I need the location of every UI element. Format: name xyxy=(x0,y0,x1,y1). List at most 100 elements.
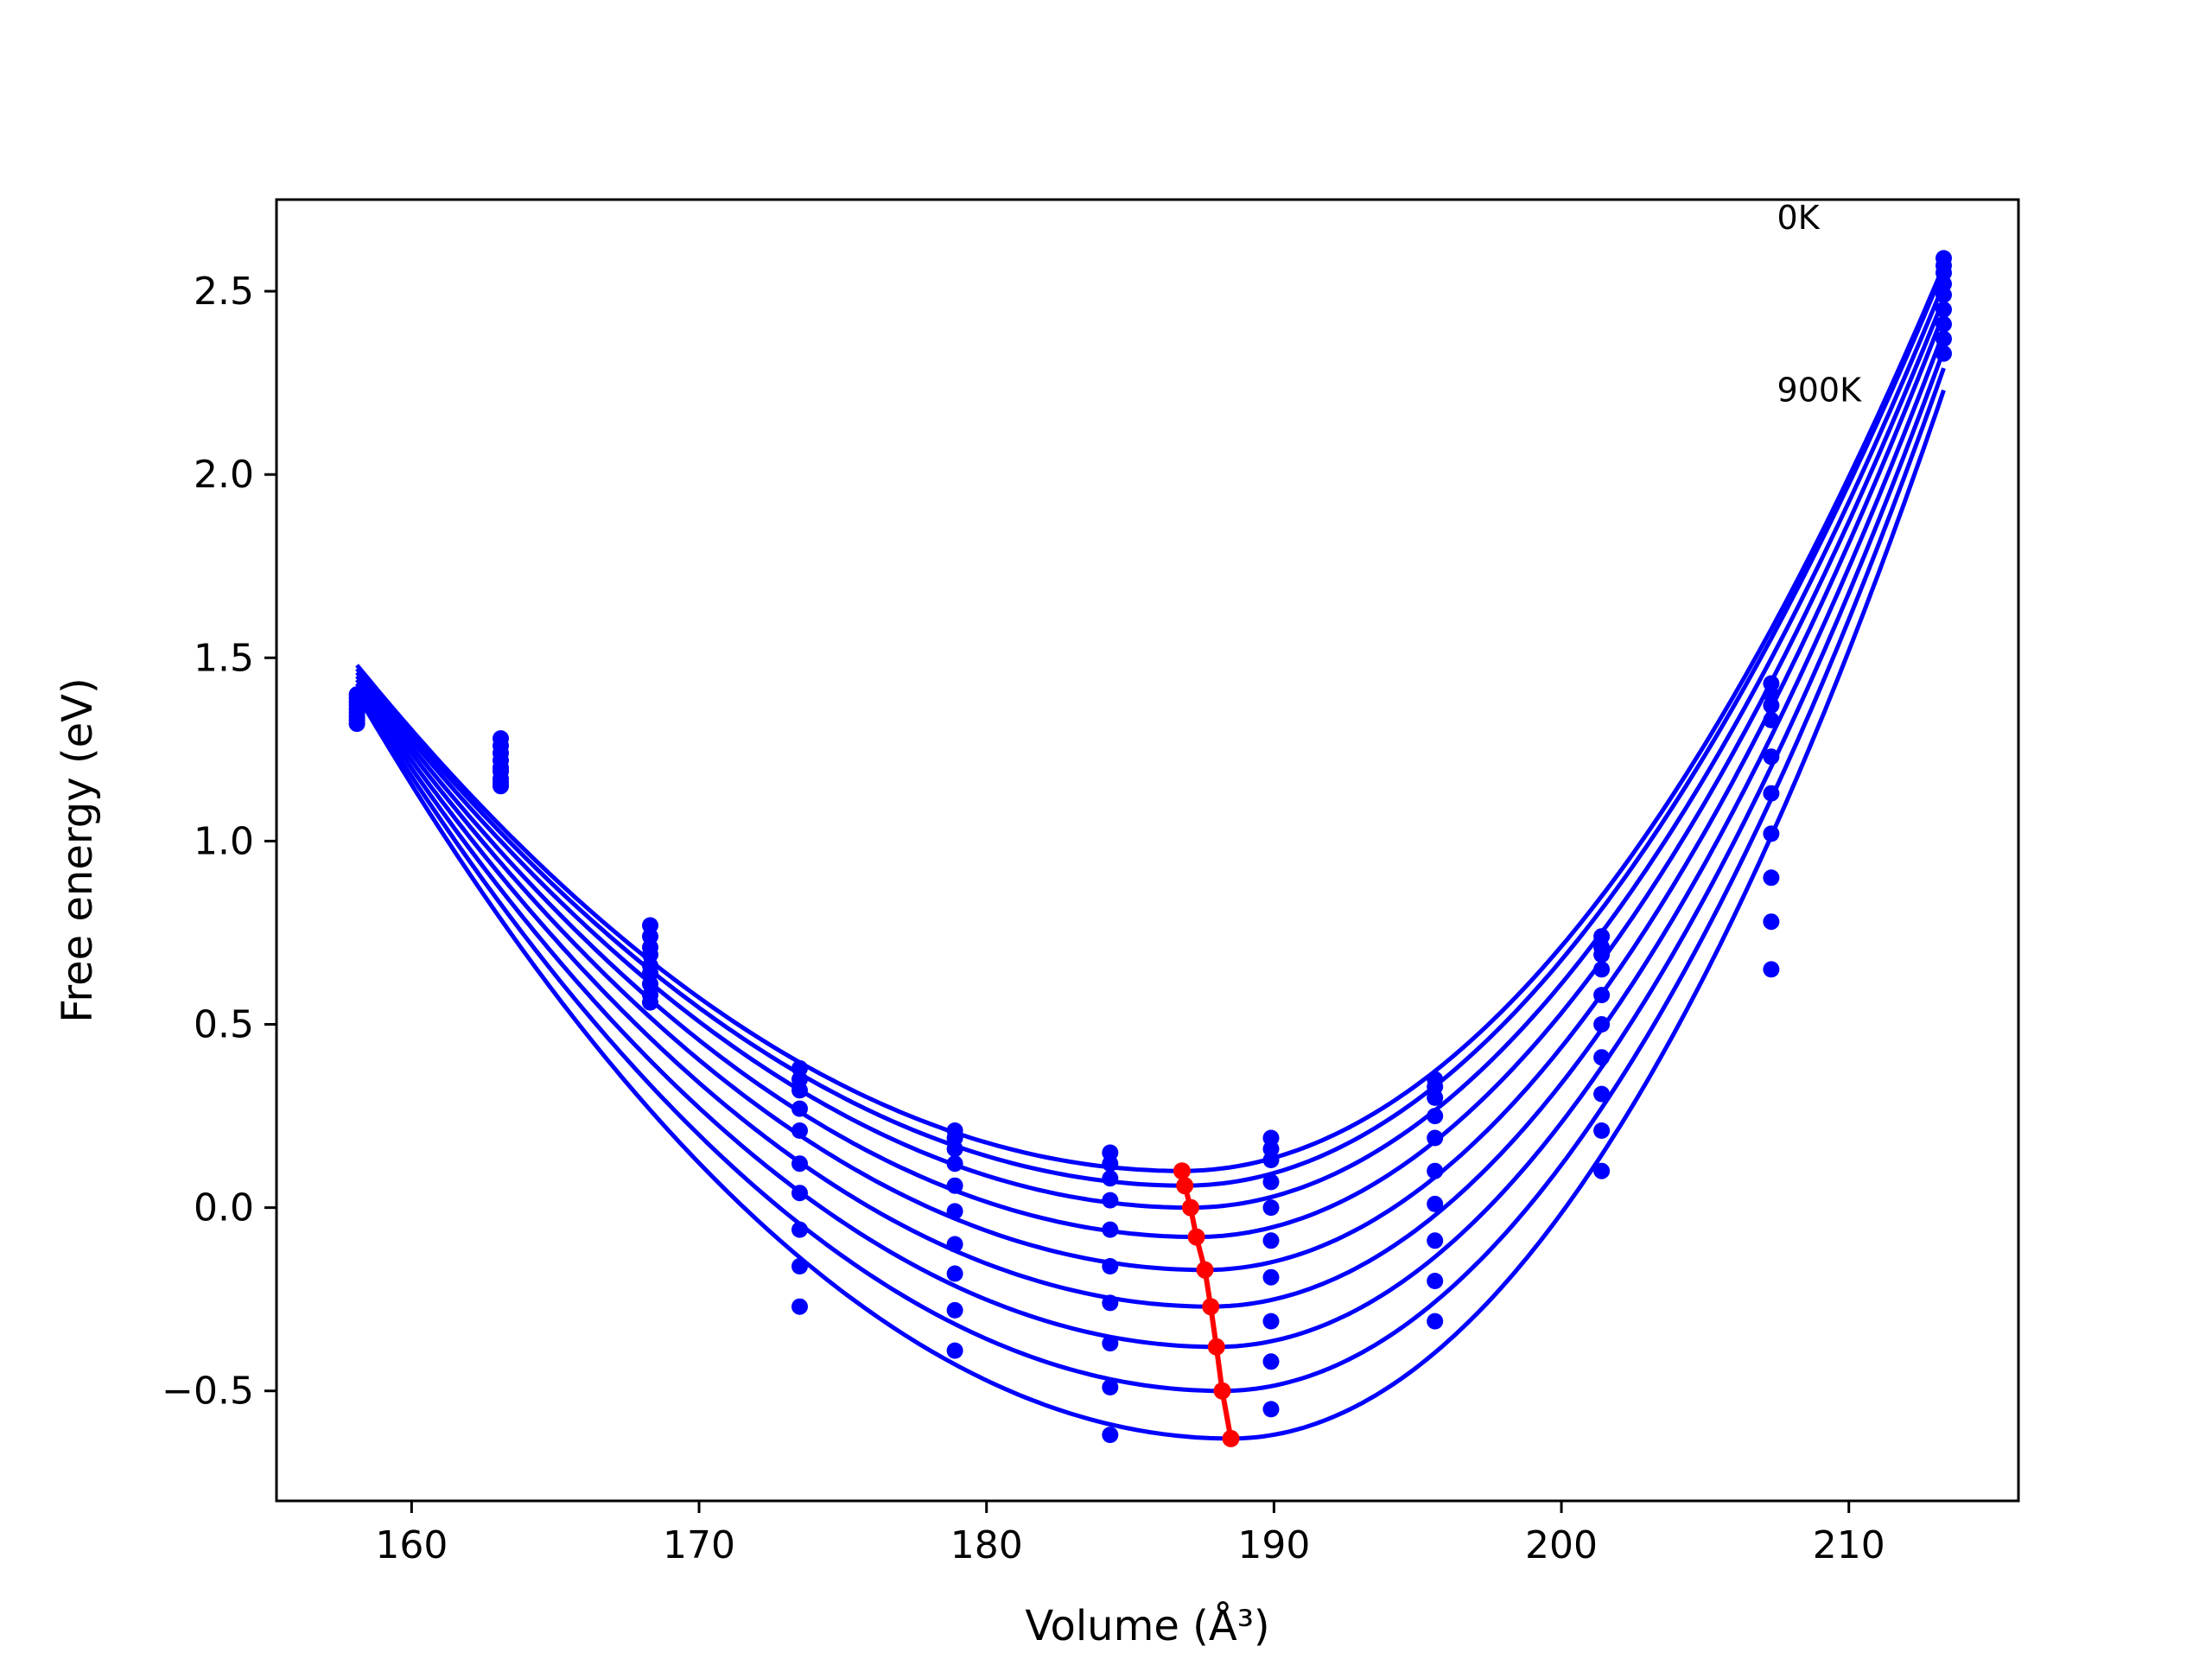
data-point-5-2 xyxy=(1102,1170,1119,1187)
data-point-3-9 xyxy=(791,1298,808,1315)
y-tick-label-4: 1.5 xyxy=(194,636,254,680)
data-point-7-2 xyxy=(1427,1089,1444,1106)
data-point-7-4 xyxy=(1427,1129,1444,1147)
fit-curve-6 xyxy=(355,349,1946,1350)
data-point-3-4 xyxy=(791,1122,808,1139)
x-tick-label-5: 210 xyxy=(1813,1523,1885,1567)
data-point-9-3 xyxy=(1763,711,1780,728)
fit-curve-5 xyxy=(355,330,1946,1309)
data-point-6-3 xyxy=(1262,1173,1280,1191)
data-point-3-3 xyxy=(791,1100,808,1117)
data-point-3-5 xyxy=(791,1155,808,1173)
data-point-7-8 xyxy=(1427,1273,1444,1289)
data-point-3-6 xyxy=(791,1185,808,1202)
data-point-9-8 xyxy=(1763,913,1780,931)
fit-curve-2 xyxy=(355,283,1946,1211)
data-point-6-6 xyxy=(1262,1268,1280,1286)
fit-curve-3 xyxy=(355,297,1946,1240)
data-point-3-7 xyxy=(791,1221,808,1238)
fit-curve-4 xyxy=(355,312,1946,1273)
data-point-5-4 xyxy=(1102,1221,1119,1238)
data-point-9-7 xyxy=(1763,869,1780,887)
x-tick-label-1: 170 xyxy=(663,1523,735,1567)
data-point-5-6 xyxy=(1102,1294,1119,1312)
plot-frame xyxy=(275,198,2020,1503)
data-point-4-8 xyxy=(946,1301,963,1319)
data-point-5-3 xyxy=(1102,1192,1119,1209)
y-tick-label-0: −0.5 xyxy=(162,1370,254,1414)
data-point-9-9 xyxy=(1763,961,1780,978)
data-point-8-3 xyxy=(1593,961,1611,978)
y-tick-label-6: 2.5 xyxy=(194,270,254,314)
data-points xyxy=(348,250,1952,1444)
minimum-point-6 xyxy=(1207,1338,1225,1356)
data-point-8-6 xyxy=(1593,1049,1611,1066)
data-point-10-4 xyxy=(1936,286,1952,303)
annotation-0k: 0K xyxy=(1777,199,1821,237)
data-point-6-8 xyxy=(1262,1353,1280,1370)
data-point-10-7 xyxy=(1936,330,1952,347)
y-axis-label: Free energy (eV) xyxy=(54,677,102,1022)
minimum-path xyxy=(1173,1162,1240,1447)
data-point-9-6 xyxy=(1763,825,1780,842)
data-point-5-5 xyxy=(1102,1258,1119,1274)
data-point-4-3 xyxy=(946,1155,963,1173)
data-point-4-6 xyxy=(946,1236,963,1253)
minimum-point-0 xyxy=(1173,1162,1191,1180)
fit-curve-0 xyxy=(355,264,1946,1173)
data-point-4-4 xyxy=(946,1177,963,1194)
minimum-point-8 xyxy=(1222,1429,1240,1447)
x-axis-label: Volume (Å³) xyxy=(1025,1601,1269,1650)
data-point-10-6 xyxy=(1936,315,1952,333)
y-tick-label-5: 2.0 xyxy=(194,453,254,497)
fit-curve-1 xyxy=(355,268,1946,1188)
y-axis-ticks: −0.5 0.0 0.5 1.0 1.5 2.0 2.5 xyxy=(162,270,276,1414)
data-point-0-8 xyxy=(348,715,365,733)
data-point-5-1 xyxy=(1102,1155,1119,1173)
fit-curve-7 xyxy=(354,367,1946,1394)
data-point-10-8 xyxy=(1936,345,1952,362)
minimum-point-3 xyxy=(1187,1228,1205,1246)
annotation-900k: 900K xyxy=(1777,371,1863,409)
data-point-7-3 xyxy=(1427,1108,1444,1125)
data-point-6-9 xyxy=(1262,1401,1280,1418)
data-point-7-5 xyxy=(1427,1162,1444,1179)
x-axis-ticks: 160 170 180 190 200 210 xyxy=(375,1501,1885,1567)
x-tick-label-4: 200 xyxy=(1525,1523,1598,1567)
data-point-7-9 xyxy=(1427,1313,1444,1330)
data-point-8-5 xyxy=(1593,1016,1611,1033)
data-point-9-2 xyxy=(1763,696,1780,714)
data-point-1-8 xyxy=(493,778,509,795)
data-point-8-4 xyxy=(1593,987,1611,1004)
data-point-2-8 xyxy=(642,994,658,1011)
data-point-5-9 xyxy=(1102,1427,1119,1444)
data-point-9-4 xyxy=(1763,748,1780,766)
data-point-6-7 xyxy=(1262,1313,1280,1330)
data-point-4-2 xyxy=(946,1141,963,1158)
data-point-9-5 xyxy=(1763,785,1780,802)
data-point-10-5 xyxy=(1936,301,1952,318)
data-point-8-7 xyxy=(1593,1085,1611,1103)
y-tick-label-3: 1.0 xyxy=(194,819,254,863)
data-point-6-2 xyxy=(1262,1152,1280,1168)
data-point-6-4 xyxy=(1262,1199,1280,1217)
x-tick-label-3: 190 xyxy=(1237,1523,1310,1567)
data-point-4-9 xyxy=(946,1342,963,1359)
fit-curve-8 xyxy=(354,389,1946,1441)
data-point-8-8 xyxy=(1593,1122,1611,1139)
data-point-8-9 xyxy=(1593,1162,1611,1179)
x-tick-label-0: 160 xyxy=(375,1523,448,1567)
fit-curves xyxy=(354,264,1946,1441)
data-point-6-5 xyxy=(1262,1232,1280,1249)
y-tick-label-1: 0.0 xyxy=(194,1186,254,1230)
data-point-4-5 xyxy=(946,1203,963,1220)
data-point-8-2 xyxy=(1593,946,1611,963)
data-point-4-7 xyxy=(946,1265,963,1282)
data-point-5-7 xyxy=(1102,1335,1119,1352)
data-point-7-6 xyxy=(1427,1195,1444,1212)
x-tick-label-2: 180 xyxy=(950,1523,1023,1567)
minimum-point-2 xyxy=(1181,1198,1199,1217)
data-point-3-8 xyxy=(791,1258,808,1274)
